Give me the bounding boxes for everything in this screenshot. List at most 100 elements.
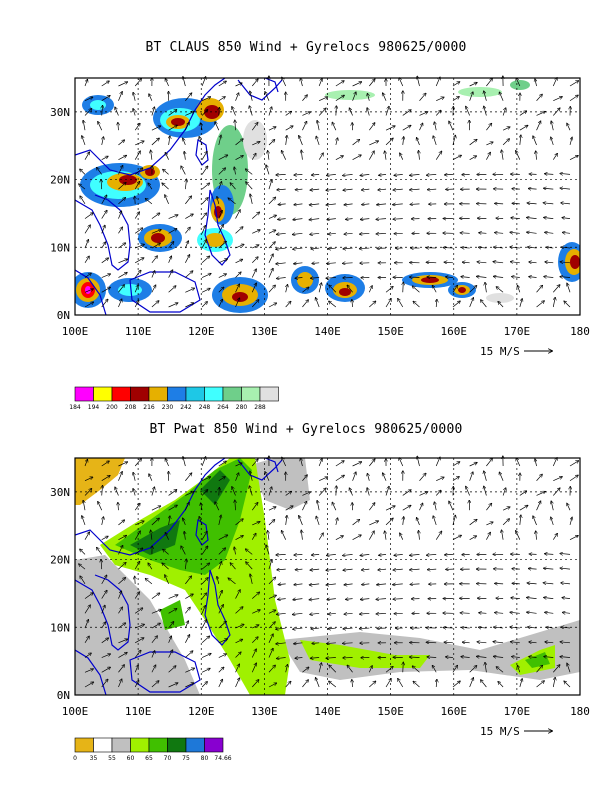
wind-vector: [151, 593, 160, 599]
wind-vector: [469, 472, 473, 481]
wind-vector: [536, 121, 541, 131]
colorbar-tick-label: 264: [217, 404, 229, 411]
wind-vector: [134, 285, 138, 293]
colorbar-swatch: [93, 737, 113, 753]
wind-vector: [369, 123, 374, 131]
wind-vector: [452, 97, 459, 102]
wind-vector: [235, 500, 236, 511]
wind-vector: [101, 180, 102, 190]
wind-vector: [251, 269, 256, 278]
wind-vector: [479, 613, 487, 614]
wind-vector: [101, 575, 107, 585]
panel1-colorbar: 184 194 200 208 216 230 242 248 264 280 288: [69, 386, 279, 411]
wind-vector: [84, 605, 90, 614]
wind-vector: [277, 613, 286, 614]
wind-vector: [536, 301, 545, 308]
wind-vector: [285, 506, 293, 511]
wind-vector: [346, 219, 353, 220]
wind-vector: [486, 522, 493, 526]
panel2-x-ticks: 100E 110E 120E 130E 140E 150E 160E 170E 180: [62, 705, 590, 718]
wind-vector: [286, 136, 287, 145]
wind-vector: [235, 624, 244, 629]
wind-vector: [201, 477, 210, 482]
wind-vector: [413, 681, 420, 688]
wind-vector: [118, 155, 126, 160]
wind-vector: [312, 643, 320, 644]
wind-vector: [563, 232, 571, 233]
wind-vector: [378, 189, 387, 190]
wind-vector: [361, 189, 370, 190]
wind-vector: [327, 174, 336, 175]
wind-vector: [101, 654, 111, 658]
wind-vector: [118, 653, 127, 658]
wind-vector: [218, 225, 224, 234]
wind-vector: [82, 516, 86, 526]
wind-vector: [185, 196, 191, 205]
wind-vector: [293, 628, 303, 629]
wind-vector: [402, 490, 411, 496]
wind-vector: [101, 210, 107, 219]
x-tick-label: 100E: [62, 705, 89, 718]
wind-vector: [250, 194, 253, 204]
wind-vector: [118, 198, 125, 205]
wind-vector: [230, 183, 236, 190]
wind-vector: [493, 276, 504, 277]
wind-vector: [235, 298, 240, 308]
wind-vector: [134, 561, 139, 570]
wind-vector: [344, 233, 353, 234]
wind-vector: [201, 563, 209, 570]
wind-vector: [359, 628, 370, 629]
wind-vector: [369, 503, 374, 511]
wind-vector: [294, 263, 303, 264]
wind-vector: [493, 656, 504, 657]
wind-vector: [376, 613, 387, 614]
wind-vector: [133, 472, 135, 481]
wind-vector: [84, 109, 92, 116]
wind-vector: [295, 189, 303, 190]
wind-vector: [445, 554, 453, 555]
wind-vector: [145, 198, 153, 205]
wind-vector: [118, 462, 127, 467]
wind-vector: [162, 563, 169, 570]
wind-vector: [352, 520, 360, 526]
wind-vector: [201, 183, 209, 190]
wind-vector: [546, 247, 554, 248]
wind-vector: [79, 564, 86, 570]
wind-vector: [151, 681, 159, 688]
wind-vector: [268, 683, 277, 688]
wind-vector: [529, 277, 537, 278]
wind-vector: [134, 608, 142, 614]
wind-vector: [385, 506, 395, 511]
wind-vector: [201, 490, 208, 496]
wind-vector: [185, 255, 189, 263]
colorbar-swatch: [93, 386, 113, 402]
wind-vector: [484, 471, 487, 481]
wind-vector: [185, 112, 194, 116]
wind-vector: [151, 506, 161, 511]
wind-vector: [201, 77, 206, 87]
wind-vector: [360, 219, 370, 220]
wind-vector: [495, 233, 504, 234]
wind-vector: [201, 226, 205, 234]
cloud-cluster-sumatra: [75, 272, 106, 308]
wind-vector: [309, 204, 320, 205]
wind-vector: [393, 219, 403, 220]
wind-vector: [511, 218, 520, 219]
wind-vector: [516, 151, 521, 160]
wind-vector: [369, 151, 374, 160]
wind-vector: [552, 154, 557, 160]
wind-vector: [412, 666, 420, 673]
wind-vector: [329, 665, 337, 673]
wind-vector: [410, 204, 420, 205]
wind-vector: [343, 174, 353, 175]
wind-vector: [328, 628, 336, 629]
wind-vector: [201, 97, 210, 102]
wind-vector: [400, 533, 404, 540]
wind-vector: [268, 127, 276, 131]
wind-vector: [218, 259, 228, 264]
y-tick-label: 20N: [50, 174, 70, 187]
wind-vector: [452, 82, 460, 87]
wind-vector: [477, 656, 487, 657]
wind-vector: [501, 150, 503, 160]
